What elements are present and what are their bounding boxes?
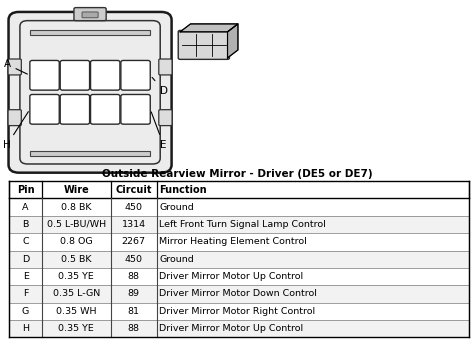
Text: 88: 88 (128, 324, 140, 333)
Text: E: E (151, 112, 167, 150)
Text: Outside Rearview Mirror - Driver (DE5 or DE7): Outside Rearview Mirror - Driver (DE5 or… (102, 169, 372, 180)
Bar (30, 30, 150, 35)
Bar (9, 268, 469, 285)
Text: Driver Mirror Motor Up Control: Driver Mirror Motor Up Control (159, 324, 303, 333)
Text: H: H (22, 324, 29, 333)
Text: 89: 89 (128, 290, 140, 298)
Text: 1314: 1314 (121, 220, 146, 229)
Text: 2267: 2267 (122, 237, 146, 246)
FancyBboxPatch shape (9, 12, 172, 173)
Bar (9, 233, 469, 251)
FancyBboxPatch shape (8, 110, 21, 126)
FancyBboxPatch shape (20, 21, 160, 164)
Text: 450: 450 (125, 203, 143, 211)
Text: Driver Mirror Motor Down Control: Driver Mirror Motor Down Control (159, 290, 317, 298)
FancyBboxPatch shape (91, 60, 120, 90)
Text: D: D (152, 77, 167, 96)
Text: Ground: Ground (159, 203, 194, 211)
FancyBboxPatch shape (121, 94, 150, 124)
Text: F: F (23, 290, 28, 298)
FancyBboxPatch shape (159, 110, 172, 126)
Text: D: D (22, 255, 29, 264)
Text: B: B (22, 220, 29, 229)
Text: 0.35 YE: 0.35 YE (58, 272, 94, 281)
Text: 0.5 L-BU/WH: 0.5 L-BU/WH (46, 220, 106, 229)
Bar (9, 216, 469, 233)
Text: 0.5 BK: 0.5 BK (61, 255, 91, 264)
FancyBboxPatch shape (74, 8, 106, 21)
FancyBboxPatch shape (60, 94, 90, 124)
FancyBboxPatch shape (30, 60, 59, 90)
Text: Circuit: Circuit (115, 185, 152, 195)
Text: 0.35 YE: 0.35 YE (58, 324, 94, 333)
Text: C: C (22, 237, 29, 246)
Text: 0.35 WH: 0.35 WH (56, 307, 96, 316)
Bar (30, 151, 150, 156)
FancyBboxPatch shape (82, 12, 98, 18)
FancyBboxPatch shape (91, 94, 120, 124)
Text: Driver Mirror Motor Right Control: Driver Mirror Motor Right Control (159, 307, 316, 316)
Text: 81: 81 (128, 307, 140, 316)
Bar (9, 251, 469, 268)
Text: Function: Function (159, 185, 207, 195)
Bar (9, 320, 469, 337)
Text: A: A (3, 59, 27, 74)
Text: H: H (3, 111, 28, 150)
Text: E: E (23, 272, 28, 281)
Text: 0.8 BK: 0.8 BK (61, 203, 91, 211)
FancyBboxPatch shape (121, 60, 150, 90)
FancyBboxPatch shape (8, 59, 21, 75)
Text: Driver Mirror Motor Up Control: Driver Mirror Motor Up Control (159, 272, 303, 281)
Polygon shape (180, 24, 238, 32)
Text: Pin: Pin (17, 185, 35, 195)
Text: 88: 88 (128, 272, 140, 281)
Text: 450: 450 (125, 255, 143, 264)
Text: Left Front Turn Signal Lamp Control: Left Front Turn Signal Lamp Control (159, 220, 326, 229)
Text: 0.8 OG: 0.8 OG (60, 237, 92, 246)
Polygon shape (228, 24, 238, 58)
FancyBboxPatch shape (30, 94, 59, 124)
Text: A: A (22, 203, 29, 211)
Text: G: G (22, 307, 29, 316)
Text: Mirror Heating Element Control: Mirror Heating Element Control (159, 237, 307, 246)
Text: Ground: Ground (159, 255, 194, 264)
Text: Wire: Wire (63, 185, 89, 195)
Text: 0.35 L-GN: 0.35 L-GN (53, 290, 100, 298)
Bar (9, 303, 469, 320)
Bar (9, 285, 469, 303)
FancyBboxPatch shape (178, 30, 229, 59)
Bar (9, 198, 469, 216)
FancyBboxPatch shape (60, 60, 90, 90)
FancyBboxPatch shape (159, 59, 172, 75)
